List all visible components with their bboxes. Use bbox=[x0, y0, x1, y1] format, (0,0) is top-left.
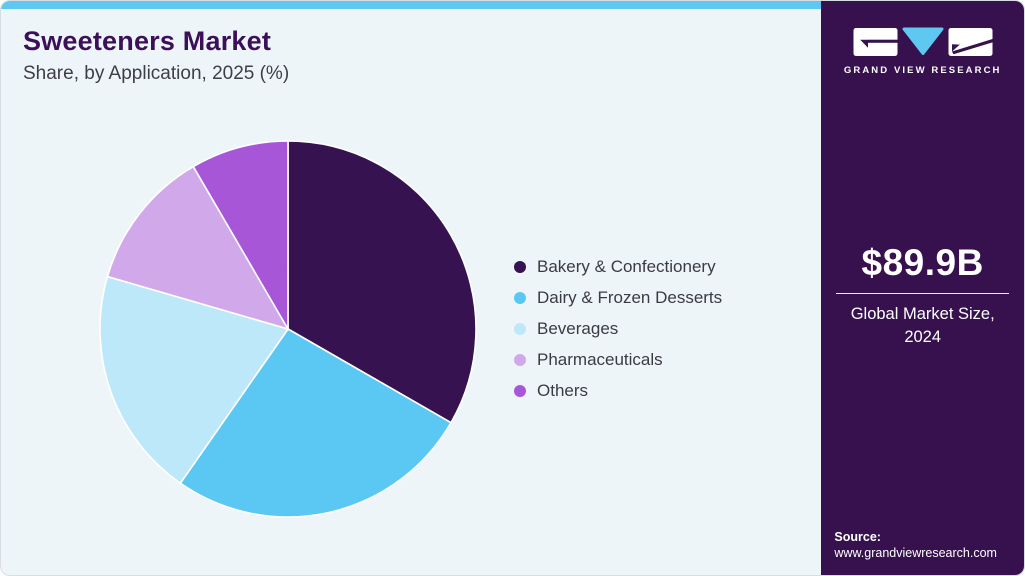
legend-swatch-icon bbox=[514, 291, 526, 304]
market-size-value: $89.9B bbox=[861, 242, 984, 283]
market-size-caption: Global Market Size, 2024 bbox=[850, 305, 995, 347]
legend-item: Dairy & Frozen Desserts bbox=[514, 282, 722, 313]
legend-label: Others bbox=[537, 380, 589, 400]
sidebar: GRAND VIEW RESEARCH $89.9B Global Market… bbox=[821, 1, 1024, 575]
source-url[interactable]: www.grandviewresearch.com bbox=[834, 546, 997, 560]
legend-label: Bakery & Confectionery bbox=[537, 256, 716, 276]
source-block: Source: www.grandviewresearch.com bbox=[834, 530, 1018, 560]
legend-item: Bakery & Confectionery bbox=[514, 251, 722, 282]
gvr-logo-icon bbox=[853, 27, 993, 56]
gvr-logo: GRAND VIEW RESEARCH bbox=[821, 27, 1024, 76]
market-size-block: $89.9B Global Market Size, 2024 bbox=[821, 242, 1024, 349]
legend-swatch-icon bbox=[514, 260, 526, 273]
pie-slice bbox=[106, 165, 289, 330]
legend-swatch-icon bbox=[514, 353, 526, 366]
legend-item: Beverages bbox=[514, 313, 722, 344]
legend-swatch-icon bbox=[514, 384, 526, 397]
legend-item: Others bbox=[514, 375, 722, 406]
page-subtitle: Share, by Application, 2025 (%) bbox=[23, 63, 290, 84]
top-accent-bar bbox=[1, 1, 822, 9]
legend: Bakery & Confectionery Dairy & Frozen Des… bbox=[514, 251, 722, 406]
chart-panel: Sweeteners Market Share, by Application,… bbox=[1, 1, 822, 575]
pie-slice bbox=[179, 328, 452, 518]
source-label: Source: bbox=[834, 530, 881, 544]
legend-label: Dairy & Frozen Desserts bbox=[537, 287, 723, 307]
pie-slice bbox=[287, 140, 477, 424]
legend-swatch-icon bbox=[514, 322, 526, 335]
brand-name: GRAND VIEW RESEARCH bbox=[843, 65, 1002, 76]
pie-slice bbox=[99, 275, 289, 484]
legend-label: Pharmaceuticals bbox=[537, 349, 663, 369]
title-block: Sweeteners Market Share, by Application,… bbox=[23, 26, 289, 85]
legend-label: Beverages bbox=[537, 318, 619, 338]
pie-slice bbox=[192, 140, 289, 330]
page-title: Sweeteners Market bbox=[23, 26, 272, 56]
pie-chart bbox=[99, 140, 477, 518]
legend-item: Pharmaceuticals bbox=[514, 344, 722, 375]
market-size-divider bbox=[836, 293, 1009, 294]
